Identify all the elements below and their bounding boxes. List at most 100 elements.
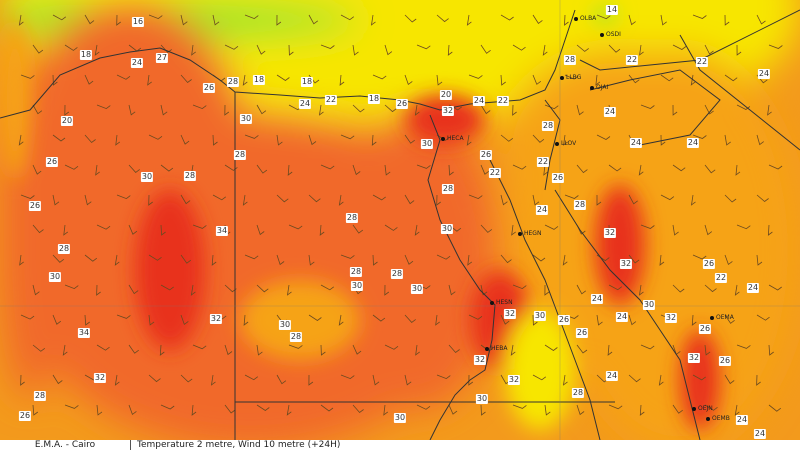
temperature-label: 24 — [746, 283, 760, 293]
wind-barb-icon — [64, 404, 79, 409]
temperature-label: 24 — [298, 99, 312, 109]
temperature-label: 20 — [439, 90, 453, 100]
wind-barb-icon — [128, 224, 138, 235]
wind-barb-icon — [435, 314, 440, 326]
wind-barb-icon — [414, 104, 420, 116]
wind-barb-icon — [672, 404, 683, 414]
wind-barb-icon — [372, 194, 386, 201]
temperature-label: 28 — [345, 213, 359, 223]
wind-barb-icon — [52, 374, 63, 385]
temperature-label: 28 — [183, 171, 197, 181]
station-marker: OSDI — [600, 31, 621, 38]
wind-barb-icon — [542, 44, 548, 56]
wind-barb-icon — [114, 374, 120, 386]
wind-barb-icon — [768, 404, 782, 412]
wind-barb-icon — [628, 74, 640, 84]
wind-barb-icon — [659, 254, 665, 266]
wind-barb-icon — [672, 44, 687, 50]
wind-barb-icon — [660, 134, 666, 146]
station-code: OEMA — [716, 314, 734, 321]
station-dot-icon — [706, 416, 710, 421]
temperature-label: 32 — [507, 375, 521, 385]
station-code: LLOV — [561, 140, 577, 147]
temperature-label: 22 — [324, 95, 338, 105]
wind-barb-icon — [532, 134, 545, 143]
wind-barb-icon — [704, 164, 716, 174]
temperature-label: 28 — [563, 55, 577, 65]
wind-barb-icon — [116, 14, 121, 26]
wind-barb-icon — [416, 164, 431, 169]
temperature-label: 24 — [757, 69, 771, 79]
wind-barb-icon — [658, 374, 664, 386]
wind-barb-icon — [52, 74, 58, 86]
wind-barb-icon — [704, 44, 714, 55]
station-dot-icon — [441, 136, 445, 141]
station-dot-icon — [692, 406, 696, 411]
wind-barb-icon — [736, 44, 742, 56]
wind-barb-icon — [160, 164, 174, 172]
grid-lines — [0, 0, 800, 440]
wind-barb-icon — [414, 224, 420, 236]
temperature-label: 28 — [233, 150, 247, 160]
wind-barb-icon — [608, 44, 621, 53]
wind-barb-icon — [128, 404, 137, 416]
wind-barb-icon — [370, 14, 376, 26]
wind-barb-icon — [466, 14, 472, 26]
temperature-label: 22 — [488, 168, 502, 178]
iraq-saudi-border — [679, 34, 800, 151]
wind-barb-icon — [276, 74, 290, 81]
wind-barb-icon — [212, 14, 220, 26]
wind-barb-icon — [128, 344, 139, 354]
wind-barb-icon — [340, 254, 355, 259]
wind-barb-icon — [768, 44, 783, 49]
temperature-label: 26 — [718, 356, 732, 366]
wind-barb-icon — [500, 194, 508, 206]
wind-barb-icon — [256, 344, 263, 356]
wind-barb-icon — [384, 344, 399, 350]
station-marker: OEMA — [710, 314, 734, 321]
wind-barb-icon — [210, 374, 216, 386]
wind-barb-icon — [532, 74, 542, 85]
wind-barb-icon — [691, 314, 697, 326]
wind-barb-icon — [32, 104, 43, 115]
temperature-label: 26 — [698, 324, 712, 334]
wind-barb-icon — [211, 254, 217, 266]
wind-barb-icon — [480, 44, 491, 54]
wind-barb-icon — [564, 194, 579, 199]
wind-barb-icon — [734, 404, 740, 416]
wind-barb-icon — [704, 224, 713, 236]
wind-barb-icon — [532, 194, 540, 206]
wind-barb-icon — [128, 104, 136, 116]
station-dot-icon — [555, 141, 559, 146]
wind-barb-icon — [756, 134, 764, 146]
wind-barb-icon — [638, 284, 644, 296]
sinai-east — [544, 99, 561, 191]
temperature-label: 28 — [441, 184, 455, 194]
wind-barb-icon — [372, 74, 387, 80]
wind-barb-icon — [20, 194, 35, 199]
temperature-label: 14 — [605, 5, 619, 15]
wind-barb-icon — [96, 344, 110, 351]
wind-barb-icon — [724, 134, 731, 146]
wind-barb-icon — [116, 194, 131, 200]
wind-barb-icon — [628, 14, 636, 26]
temperature-label: 24 — [590, 294, 604, 304]
wind-barb-icon — [244, 14, 259, 20]
wind-barb-icon — [212, 134, 218, 146]
wind-barb-icon — [692, 254, 707, 260]
wind-barb-icon — [20, 74, 35, 79]
temperature-label: 32 — [619, 259, 633, 269]
wind-barb-icon — [180, 254, 192, 264]
wind-barb-icon — [160, 224, 166, 236]
temperature-zone-very_hot_red — [135, 190, 205, 350]
station-code: HEBA — [491, 345, 508, 352]
station-marker: HEBA — [485, 345, 508, 352]
wind-barb-icon — [288, 44, 294, 56]
wind-barb-icon — [32, 284, 40, 296]
nile-river — [427, 114, 496, 441]
wind-barb-icon — [543, 164, 549, 176]
wind-barb-icon — [512, 404, 527, 409]
wind-barb-icon — [404, 194, 415, 205]
wind-barb-icon — [340, 14, 355, 21]
wind-barb-icon — [192, 344, 207, 350]
